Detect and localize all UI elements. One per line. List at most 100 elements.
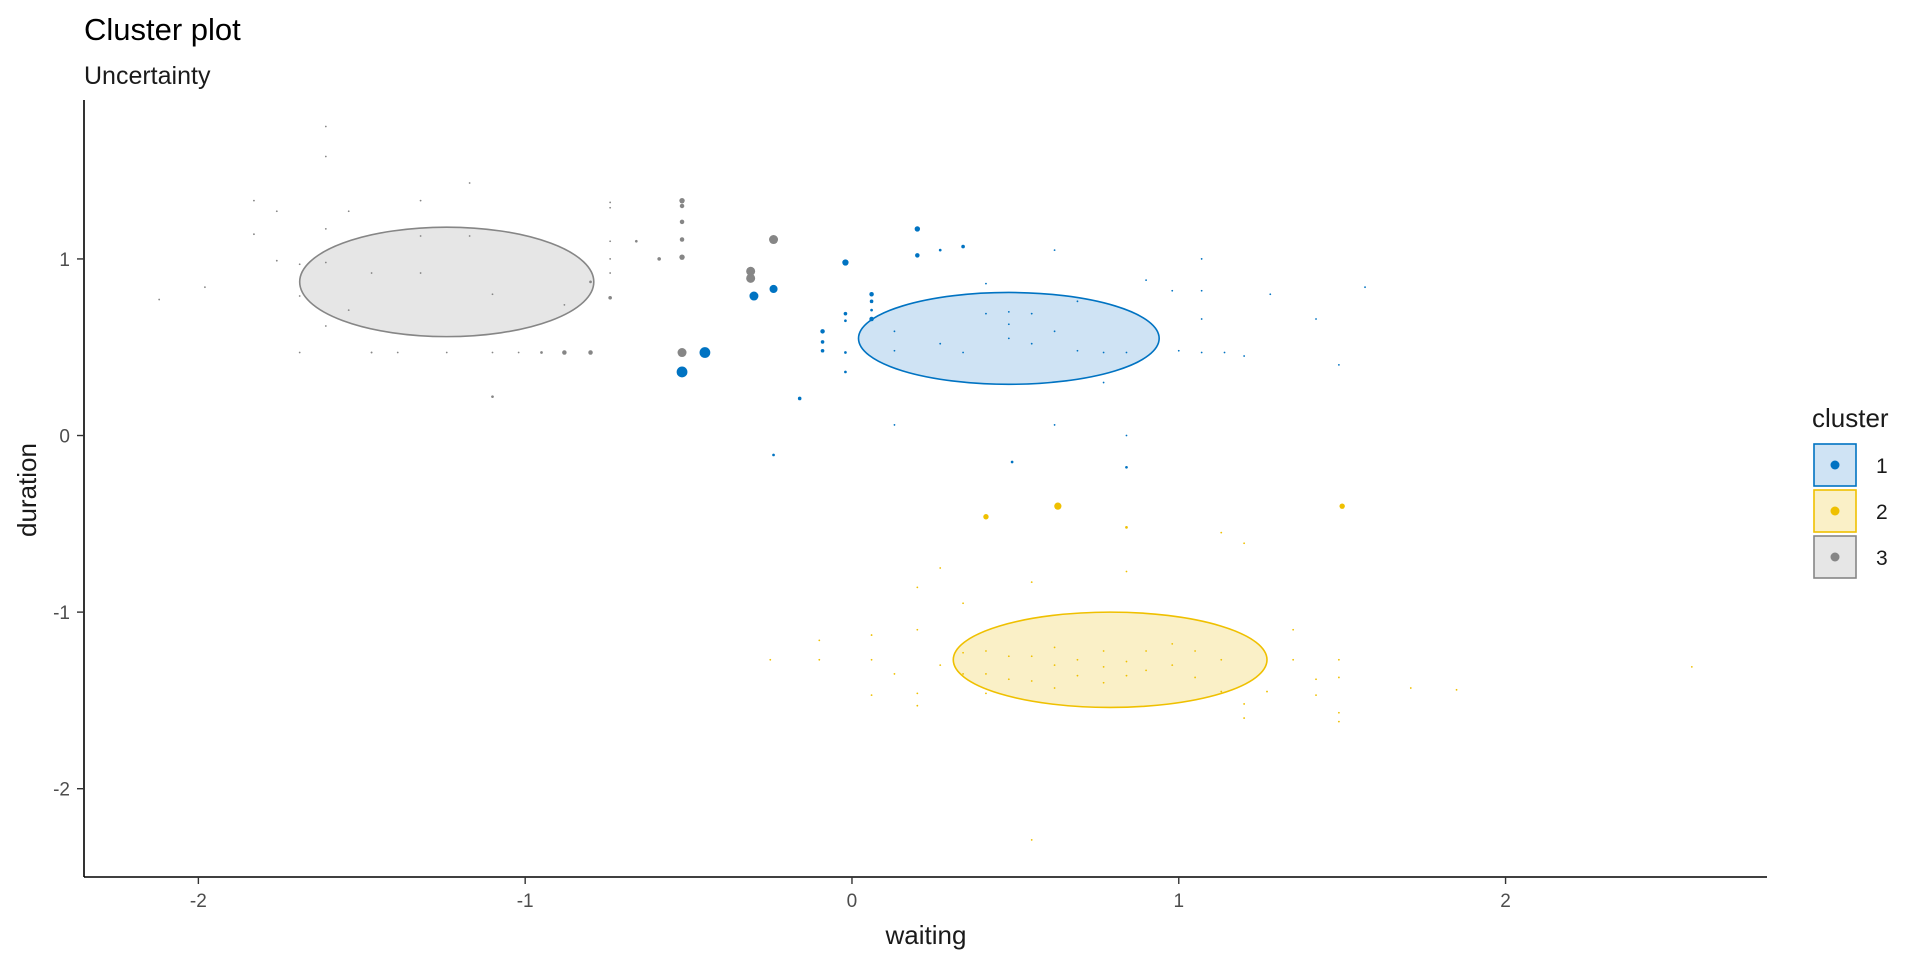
legend-key-dot-2 bbox=[1830, 506, 1840, 516]
cluster-2-point bbox=[939, 567, 942, 569]
cluster-3-point bbox=[609, 201, 612, 204]
cluster-1-point bbox=[842, 259, 849, 266]
cluster-3-point bbox=[746, 266, 756, 276]
y-axis-title: duration bbox=[12, 443, 42, 537]
cluster-2-point bbox=[1102, 650, 1105, 652]
cluster-2-point bbox=[1315, 678, 1317, 681]
cluster-2-point bbox=[1030, 581, 1033, 583]
cluster-2-point bbox=[1266, 690, 1268, 693]
cluster-2-point bbox=[1030, 680, 1033, 682]
cluster-3-point bbox=[679, 197, 685, 204]
cluster-1-point bbox=[1076, 349, 1079, 352]
cluster-3-point bbox=[517, 351, 520, 354]
legend: cluster 1 2 3 bbox=[1812, 403, 1889, 579]
cluster-2-point bbox=[1053, 687, 1056, 689]
cluster-1-point bbox=[985, 282, 987, 285]
cluster-2-point bbox=[1243, 703, 1246, 705]
cluster-3-point bbox=[370, 351, 373, 354]
cluster-2-point bbox=[916, 692, 919, 695]
cluster-2-point bbox=[1125, 570, 1128, 573]
cluster-3-point bbox=[609, 240, 612, 243]
y-axis-ticks: -2 -1 0 1 bbox=[53, 250, 84, 801]
cluster-2-point bbox=[962, 651, 964, 654]
cluster-1-point bbox=[1053, 249, 1056, 252]
cluster-3-point bbox=[657, 257, 661, 261]
cluster-points bbox=[158, 125, 1693, 841]
cluster-2-point bbox=[1337, 676, 1340, 679]
cluster-2-point bbox=[916, 628, 919, 631]
cluster-2-point bbox=[1053, 646, 1056, 649]
cluster-1-point bbox=[699, 347, 711, 358]
cluster-1-point bbox=[1007, 323, 1010, 326]
cluster-ellipses bbox=[298, 226, 1268, 709]
cluster-1-point bbox=[1102, 381, 1105, 384]
legend-label-1: 1 bbox=[1876, 455, 1888, 478]
cluster-1-point bbox=[1125, 434, 1128, 437]
cluster-1-point bbox=[1200, 318, 1203, 320]
cluster-2-point bbox=[1030, 839, 1033, 841]
cluster-1-point bbox=[844, 319, 847, 323]
cluster-1-point bbox=[1200, 351, 1203, 354]
cluster-3-point bbox=[419, 235, 422, 237]
cluster-2-point bbox=[1409, 687, 1412, 689]
cluster-1-point bbox=[869, 292, 874, 297]
cluster-3-point bbox=[679, 219, 685, 225]
cluster-3-point bbox=[324, 325, 327, 327]
cluster-3-point bbox=[609, 206, 612, 209]
cluster-1-point bbox=[938, 248, 942, 252]
cluster-2-point bbox=[769, 658, 772, 661]
cluster-3-point bbox=[347, 210, 350, 213]
cluster-3-point bbox=[563, 303, 566, 306]
cluster-2-point bbox=[1145, 650, 1147, 652]
cluster-1-point bbox=[961, 244, 965, 249]
cluster-3-point bbox=[324, 261, 327, 264]
y-tick-label: 1 bbox=[59, 250, 70, 271]
cluster-2-point bbox=[870, 694, 873, 697]
cluster-1-point bbox=[1337, 363, 1340, 366]
cluster-1-point bbox=[1315, 318, 1317, 320]
cluster-3-point bbox=[677, 348, 687, 358]
cluster-1-point bbox=[820, 340, 825, 344]
cluster-2-point bbox=[1102, 665, 1105, 668]
cluster-1-point bbox=[985, 312, 987, 315]
cluster-2-point bbox=[985, 650, 987, 652]
cluster-3-ellipse bbox=[298, 226, 595, 338]
chart-title: Cluster plot bbox=[84, 12, 241, 47]
cluster-1-point bbox=[1030, 312, 1033, 315]
cluster-3-point bbox=[589, 280, 592, 284]
y-tick-label: -1 bbox=[53, 603, 70, 624]
cluster-2-point bbox=[1220, 531, 1223, 534]
cluster-2-point bbox=[962, 602, 964, 605]
cluster-2-point bbox=[985, 692, 987, 695]
cluster-1-point bbox=[962, 351, 964, 354]
cluster-2-point bbox=[1125, 674, 1128, 677]
cluster-3-point bbox=[158, 298, 161, 301]
cluster-2-point bbox=[1292, 628, 1295, 631]
cluster-1-point bbox=[1364, 286, 1366, 289]
cluster-1-point bbox=[1030, 342, 1033, 345]
cluster-2-point bbox=[1145, 669, 1147, 672]
cluster-1-point bbox=[870, 308, 873, 312]
cluster-1-point bbox=[893, 330, 896, 333]
cluster-3-point bbox=[679, 203, 685, 209]
cluster-2-point bbox=[1220, 658, 1223, 661]
cluster-1-point bbox=[1076, 300, 1079, 303]
cluster-1-point bbox=[915, 253, 920, 258]
cluster-1-point bbox=[1171, 289, 1174, 292]
cluster-2-point bbox=[983, 514, 989, 520]
cluster-2-point bbox=[1054, 502, 1062, 510]
cluster-2-point bbox=[916, 586, 919, 589]
cluster-1-point bbox=[1200, 289, 1203, 292]
cluster-1-point bbox=[797, 396, 802, 401]
cluster-1-point bbox=[1243, 355, 1246, 357]
cluster-1-point bbox=[820, 329, 825, 334]
cluster-3-point bbox=[298, 263, 301, 266]
cluster-1-point bbox=[869, 316, 874, 322]
cluster-3-point bbox=[419, 199, 422, 202]
x-tick-label: 0 bbox=[847, 891, 858, 912]
cluster-2-point bbox=[818, 639, 821, 642]
cluster-2-point bbox=[1337, 711, 1340, 714]
cluster-2-point bbox=[1292, 658, 1295, 661]
cluster-3-point bbox=[275, 210, 278, 213]
cluster-1-point bbox=[1125, 351, 1128, 354]
